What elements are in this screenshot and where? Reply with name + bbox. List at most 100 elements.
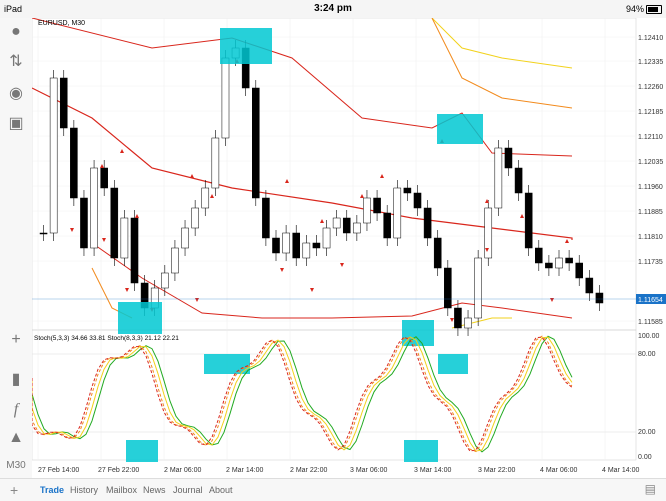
down-arrow-icon (70, 228, 74, 232)
candle (292, 225, 301, 266)
candle (494, 140, 503, 216)
up-arrow-icon (520, 214, 524, 218)
highlight-box (438, 354, 468, 374)
crosshair-icon[interactable]: + (11, 331, 21, 348)
price-chart[interactable]: EURUSD, M30 Stoch(5,3,3) 34.66 33.81 Sto… (32, 18, 666, 478)
tab-news[interactable]: News (143, 485, 166, 495)
highlight-box (220, 28, 272, 64)
highlight-box (437, 114, 483, 144)
candle (353, 215, 361, 241)
down-arrow-icon (450, 318, 454, 322)
candle (161, 265, 169, 296)
osc-level-label: 20.00 (638, 429, 656, 436)
osc-level-label: 100.00 (638, 333, 660, 340)
battery-percent: 94% (625, 4, 644, 14)
osc-level-label: 0.00 (638, 454, 652, 461)
price-label: 1.12410 (638, 35, 663, 42)
tab-journal[interactable]: Journal (173, 485, 203, 495)
device-label: iPad (4, 4, 23, 14)
candle (59, 70, 68, 136)
up-arrow-icon (190, 174, 194, 178)
current-price-label: 1.11654 (638, 297, 663, 304)
oscillator-label: Stoch(5,3,3) 34.66 33.81 Stoch(8,3,3) 21… (34, 335, 179, 342)
chat-icon[interactable]: ◉ (9, 85, 23, 102)
candle (504, 140, 513, 176)
candle (383, 205, 391, 246)
price-label: 1.11735 (638, 259, 663, 266)
tab-about[interactable]: About (209, 485, 233, 495)
indicators-icon[interactable]: f (13, 401, 19, 418)
time-label: 4 Mar 14:00 (602, 467, 639, 474)
candle (464, 310, 472, 336)
new-order-icon[interactable]: ▣ (8, 115, 24, 132)
candle (322, 220, 331, 256)
candle (201, 180, 210, 216)
account-icon[interactable]: ● (11, 23, 21, 40)
candle (191, 200, 199, 236)
price-label: 1.12035 (638, 159, 663, 166)
candle (433, 230, 442, 276)
candle (545, 255, 553, 276)
time-label: 4 Mar 06:00 (540, 467, 577, 474)
up-arrow-icon (320, 219, 324, 223)
objects-icon[interactable]: ▲ (8, 429, 24, 446)
up-arrow-icon (360, 194, 364, 198)
tab-history[interactable]: History (70, 485, 99, 495)
down-arrow-icon (340, 263, 344, 267)
time-label: 2 Mar 06:00 (164, 467, 201, 474)
candle (474, 250, 482, 326)
candle (413, 185, 422, 216)
price-label: 1.11585 (638, 319, 663, 326)
status-bar: iPad 3:24 pm 94% (0, 0, 666, 18)
time-label: 3 Mar 06:00 (350, 467, 387, 474)
candle (181, 220, 189, 256)
left-toolbar: ● ⇅ ◉ ▣ + ▮ f ▲ M30 (0, 18, 33, 478)
candle (90, 160, 98, 256)
time-label: 27 Feb 14:00 (38, 467, 79, 474)
battery-icon (646, 5, 662, 14)
up-arrow-icon (485, 199, 489, 203)
candle (595, 285, 604, 311)
time-label: 3 Mar 14:00 (414, 467, 451, 474)
candle (332, 210, 341, 236)
add-icon[interactable]: + (10, 482, 19, 498)
candle (272, 230, 280, 261)
price-label: 1.11885 (638, 209, 663, 216)
candle (484, 200, 493, 266)
candle (373, 190, 381, 221)
timeframe-button[interactable]: M30 (6, 460, 26, 471)
price-label: 1.11960 (638, 184, 663, 191)
up-arrow-icon (285, 179, 289, 183)
candle (80, 190, 88, 256)
price-label: 1.12335 (638, 59, 663, 66)
candle (49, 70, 58, 241)
down-arrow-icon (102, 238, 106, 242)
candle (363, 190, 371, 231)
clock: 3:24 pm (314, 3, 352, 14)
down-arrow-icon (310, 288, 314, 292)
symbol-label: EURUSD, M30 (38, 20, 85, 27)
candle (171, 240, 179, 281)
time-label: 2 Mar 22:00 (290, 467, 327, 474)
price-label: 1.12110 (638, 134, 663, 141)
candle (575, 255, 584, 286)
window-icon[interactable]: ▤ (644, 482, 656, 496)
price-label: 1.11810 (638, 234, 663, 241)
candle (39, 225, 48, 241)
candle (252, 80, 260, 206)
candle (524, 185, 533, 256)
price-label: 1.12185 (638, 109, 663, 116)
highlight-box (402, 320, 434, 346)
tab-trade[interactable]: Trade (40, 485, 65, 495)
up-arrow-icon (135, 214, 139, 218)
up-arrow-icon (380, 174, 384, 178)
candle (555, 250, 563, 276)
osc-level-label: 80.00 (638, 351, 656, 358)
candle (535, 240, 543, 271)
candle (70, 120, 78, 206)
up-arrow-icon (565, 239, 569, 243)
trade-icon[interactable]: ⇅ (9, 53, 23, 70)
highlight-box (404, 440, 438, 462)
tab-mailbox[interactable]: Mailbox (106, 485, 138, 495)
chart-type-icon[interactable]: ▮ (11, 371, 21, 388)
